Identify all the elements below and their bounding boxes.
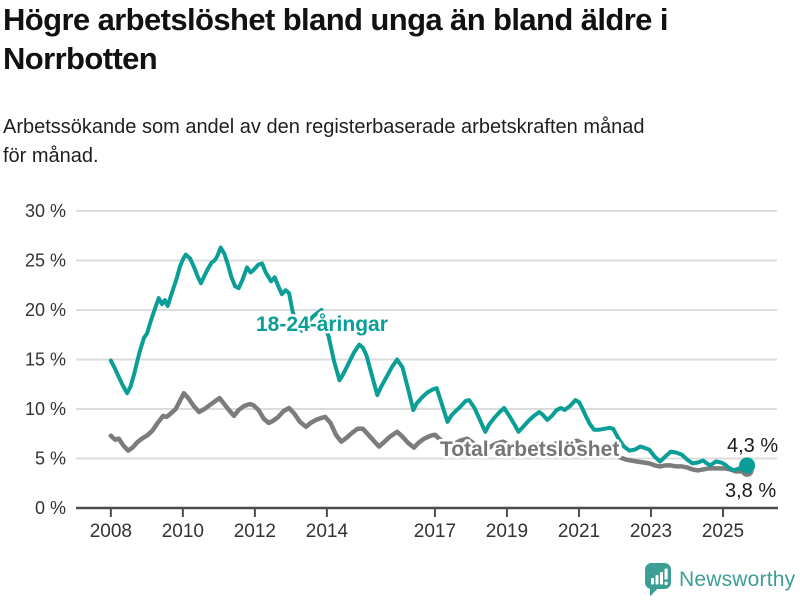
y-axis-tick-label: 25 % xyxy=(25,251,66,271)
y-axis-tick-label: 15 % xyxy=(25,350,66,370)
x-axis-tick-label: 2010 xyxy=(162,521,204,542)
newsworthy-logo: Newsworthy xyxy=(644,562,795,597)
newsworthy-logo-text: Newsworthy xyxy=(679,567,796,591)
series-line-18-24-ringar xyxy=(108,245,750,473)
x-axis-tick-label: 2021 xyxy=(558,521,600,542)
x-axis-tick-label: 2019 xyxy=(486,521,528,542)
y-axis-tick-label: 20 % xyxy=(25,300,66,320)
series-label: Total arbetslöshet xyxy=(440,438,619,461)
x-axis-tick-label: 2012 xyxy=(234,521,276,542)
x-axis-tick-label: 2008 xyxy=(90,521,132,542)
series-end-value-label: 4,3 % xyxy=(727,435,778,457)
chart-title: Högre arbetslöshet bland unga än bland ä… xyxy=(3,2,668,76)
x-axis-tick-label: 2023 xyxy=(630,521,672,542)
y-axis-tick-label: 10 % xyxy=(25,399,66,419)
x-axis-tick-label: 2014 xyxy=(306,521,349,542)
series-line-total-arbetsl-shet xyxy=(108,390,750,474)
series-end-value-label: 3,8 % xyxy=(725,480,776,502)
x-axis-tick-label: 2025 xyxy=(702,521,744,542)
series-end-dot xyxy=(739,457,756,474)
newsworthy-logo-icon xyxy=(645,563,671,597)
y-axis-tick-label: 30 % xyxy=(25,201,66,221)
chart-subtitle: Arbetssökande som andel av den registerb… xyxy=(3,116,645,167)
x-axis-tick-label: 2017 xyxy=(414,521,456,542)
series-label: 18-24-åringar xyxy=(256,313,388,336)
y-axis-tick-label: 0 % xyxy=(35,498,66,518)
y-axis-tick-label: 5 % xyxy=(35,449,66,469)
